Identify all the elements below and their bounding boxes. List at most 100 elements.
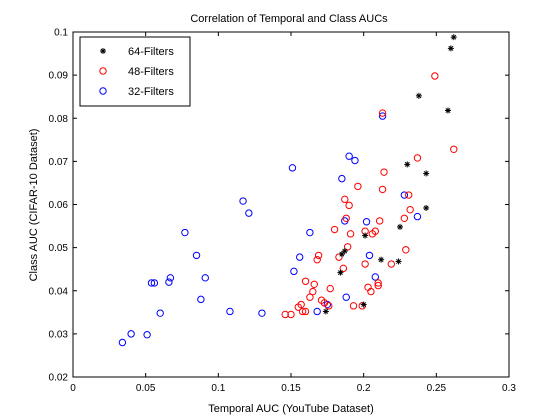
data-point-48-filters: [339, 264, 348, 273]
data-point-64-filters: [395, 258, 402, 265]
data-point-48-filters: [374, 279, 382, 287]
data-point-64-filters: [337, 269, 344, 276]
legend-marker-32-filters: [99, 87, 107, 95]
chart-title: Correlation of Temporal and Class AUCs: [190, 13, 388, 25]
data-point-48-filters: [431, 72, 439, 80]
data-point-48-filters: [342, 214, 350, 223]
data-point-32-filters: [245, 209, 253, 217]
y-tick-label: 0.06: [49, 200, 69, 211]
data-point-32-filters: [290, 267, 298, 276]
data-point-48-filters: [450, 145, 458, 154]
legend-marker-64-filters: [100, 48, 106, 54]
x-tick-label: 0.25: [427, 383, 447, 394]
data-point-48-filters: [375, 217, 384, 225]
data-point-48-filters: [345, 201, 353, 210]
data-point-32-filters: [150, 279, 159, 287]
data-point-48-filters: [301, 307, 310, 316]
y-tick-label: 0.07: [49, 157, 69, 168]
data-point-48-filters: [346, 230, 355, 238]
data-point-48-filters: [361, 260, 369, 268]
data-point-48-filters: [309, 287, 317, 296]
data-point-32-filters: [201, 274, 209, 282]
data-point-48-filters: [325, 302, 333, 310]
y-tick-label: 0.02: [49, 373, 69, 384]
data-point-64-filters: [397, 223, 403, 230]
legend-label-64-filters: 64-Filters: [128, 46, 174, 58]
x-tick-label: 0.3: [502, 383, 516, 394]
legend-box: [79, 36, 191, 107]
data-point-48-filters: [310, 280, 318, 288]
data-point-32-filters: [362, 218, 371, 226]
y-axis-label: Class AUC (CIFAR-10 Dataset): [28, 129, 40, 282]
data-point-64-filters: [444, 107, 451, 114]
y-tick-label: 0.1: [54, 28, 68, 39]
data-point-32-filters: [147, 279, 156, 287]
data-point-48-filters: [400, 214, 409, 223]
data-point-48-filters: [367, 287, 375, 296]
data-point-48-filters: [341, 195, 349, 204]
data-point-48-filters: [297, 300, 305, 309]
data-point-48-filters: [298, 307, 307, 316]
x-tick-label: 0.2: [357, 383, 371, 394]
data-point-32-filters: [345, 152, 353, 160]
data-point-32-filters: [143, 331, 151, 339]
data-point-64-filters: [415, 92, 422, 99]
data-point-64-filters: [360, 301, 367, 308]
data-point-64-filters: [447, 45, 454, 52]
data-point-32-filters: [306, 228, 314, 237]
legend-label-32-filters: 32-Filters: [128, 86, 174, 98]
data-point-48-filters: [378, 185, 387, 194]
x-axis-label: Temporal AUC (YouTube Dataset): [208, 403, 374, 415]
data-point-64-filters: [450, 34, 457, 41]
data-point-64-filters: [423, 170, 430, 177]
data-point-32-filters: [156, 309, 164, 317]
data-point-48-filters: [378, 109, 387, 117]
y-tick-label: 0.08: [49, 114, 69, 125]
x-tick-label: 0.15: [281, 383, 301, 394]
legend-label-48-filters: 48-Filters: [128, 66, 174, 78]
data-point-32-filters: [378, 112, 387, 120]
data-point-48-filters: [330, 225, 339, 234]
data-point-48-filters: [281, 310, 289, 319]
data-point-64-filters: [322, 308, 329, 315]
x-tick-label: 0.05: [136, 383, 156, 394]
data-point-48-filters: [301, 277, 310, 285]
data-point-32-filters: [181, 228, 189, 237]
data-point-64-filters: [378, 256, 385, 263]
y-tick-label: 0.09: [49, 71, 69, 82]
x-axis: 0 0.05 0.1 0.15 0.2 0.25 0.3: [70, 32, 516, 394]
y-tick-label: 0.03: [49, 329, 69, 340]
data-point-32-filters: [365, 251, 374, 260]
data-point-64-filters: [341, 248, 348, 255]
data-point-48-filters: [371, 227, 379, 235]
data-point-32-filters: [239, 197, 247, 205]
data-point-32-filters: [288, 164, 297, 172]
data-point-32-filters: [197, 295, 205, 304]
data-point-32-filters: [338, 174, 346, 183]
data-point-48-filters: [349, 302, 358, 310]
data-point-48-filters: [326, 284, 334, 293]
data-point-48-filters: [387, 260, 395, 268]
data-point-32-filters: [371, 273, 379, 281]
data-point-48-filters: [313, 256, 321, 264]
data-point-32-filters: [342, 293, 350, 301]
y-axis: 0.02 0.03 0.04 0.05 0.06 0.07 0.08 0.09 0.1: [49, 28, 509, 384]
data-point-32-filters: [127, 330, 135, 338]
data-point-48-filters: [402, 246, 410, 254]
x-tick-label: 0: [70, 383, 76, 394]
legend-marker-48-filters: [99, 67, 107, 75]
data-point-48-filters: [380, 168, 388, 176]
data-point-48-filters: [354, 182, 362, 191]
data-point-32-filters: [258, 309, 266, 317]
data-point-32-filters: [226, 307, 234, 316]
data-point-32-filters: [296, 253, 304, 261]
data-point-48-filters: [413, 154, 422, 162]
y-tick-label: 0.05: [49, 243, 69, 254]
data-point-48-filters: [343, 243, 352, 251]
data-point-48-filters: [374, 281, 382, 290]
data-point-64-filters: [404, 161, 411, 168]
data-point-32-filters: [313, 307, 321, 316]
data-points: [118, 34, 458, 347]
